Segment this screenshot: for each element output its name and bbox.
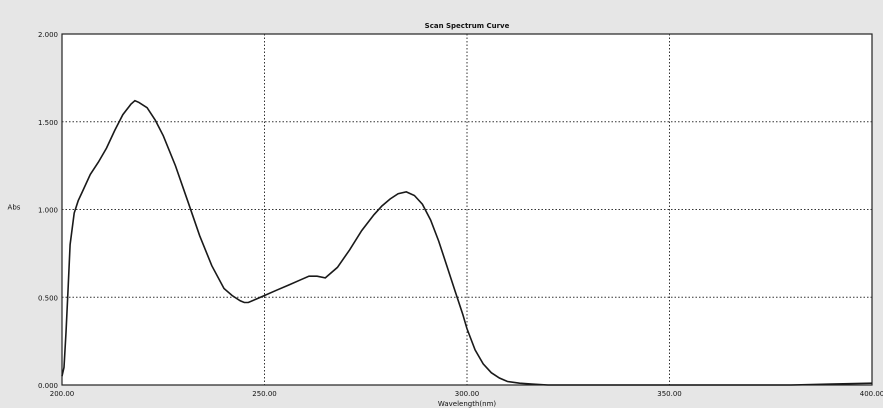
x-axis-label: Wavelength(nm) [438, 400, 497, 408]
y-tick-label: 2.000 [38, 31, 58, 39]
y-tick-label: 0.000 [38, 382, 58, 390]
x-tick-label: 300.00 [455, 390, 480, 398]
x-tick-label: 200.00 [50, 390, 75, 398]
x-tick-label: 250.00 [252, 390, 277, 398]
absorbance-curve [61, 99, 873, 386]
y-axis-label: Abs [8, 204, 21, 212]
grid-lines [62, 34, 872, 385]
x-tick-label: 350.00 [657, 390, 682, 398]
chart-title: Scan Spectrum Curve [425, 22, 510, 30]
y-tick-label: 1.500 [38, 119, 58, 127]
y-tick-label: 1.000 [38, 207, 58, 215]
y-tick-label: 0.500 [38, 294, 58, 302]
x-tick-label: 400.00 [860, 390, 883, 398]
tick-labels: 200.00 250.00 300.00 350.00 400.00 0.000 0.500… [38, 31, 883, 398]
